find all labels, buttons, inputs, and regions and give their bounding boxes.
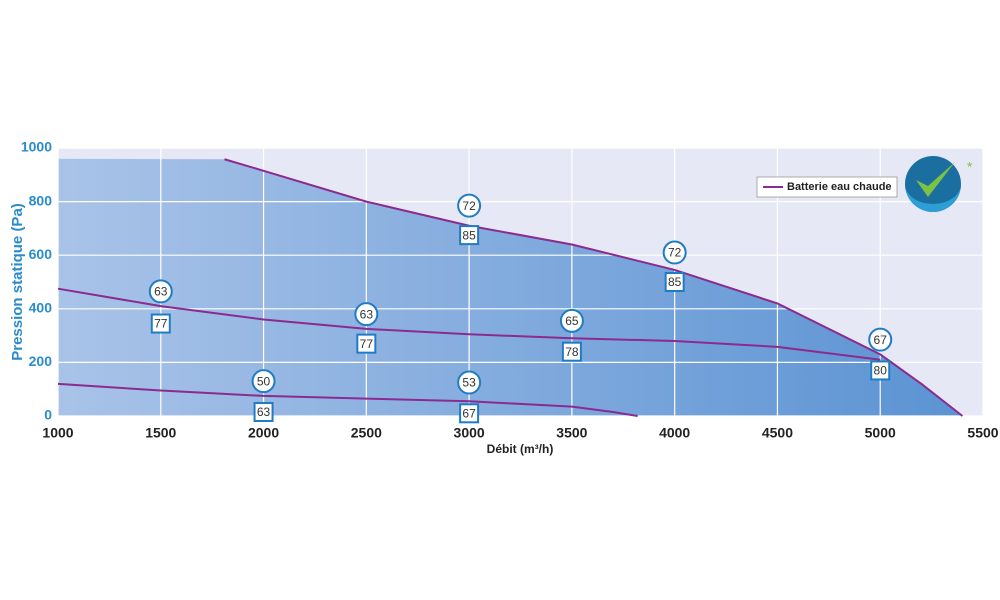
marker-circle [662,240,687,265]
legend-label: Batterie eau chaude [787,181,892,193]
curve [57,287,881,361]
x-tick-label: 1000 [42,425,73,441]
legend: Batterie eau chaude [756,176,898,198]
marker-label: 67 [874,333,888,347]
marker-label: 50 [257,374,271,388]
logo-swoosh [905,184,961,212]
marker-circle [868,327,893,352]
marker-label: 72 [668,246,682,260]
marker-label: 67 [462,406,476,420]
x-tick-label: 1500 [145,425,176,441]
y-tick-label: 200 [29,353,53,369]
x-tick-label: 3500 [556,425,587,441]
marker-square [561,341,582,362]
marker-label: 63 [154,285,168,299]
x-axis-label: Débit (m³/h) [487,442,554,456]
marker-square [253,401,274,422]
x-tick-label: 4000 [659,425,690,441]
marker-label: 72 [462,199,476,213]
marker-label: 53 [462,376,476,390]
marker-label: 65 [565,314,579,328]
marker-square [870,360,891,381]
x-tick-label: 3000 [454,425,485,441]
y-tick-label: 400 [29,300,53,316]
logo: * [905,156,973,212]
x-tick-label: 4500 [762,425,793,441]
marker-square [664,272,685,292]
x-tick-label: 2500 [351,425,382,441]
curve [224,158,964,417]
marker-label: 63 [360,307,374,321]
x-tick-label: 2000 [248,425,279,441]
marker-square [356,333,377,354]
marker-circle [457,193,482,218]
operating-area [58,158,963,416]
marker-label: 78 [565,345,579,359]
y-tick-label: 600 [29,246,53,262]
marker-square [150,313,171,334]
marker-circle [354,302,379,327]
marker-circle [559,308,584,333]
legend-box [756,176,898,198]
marker-square [459,225,480,246]
x-tick-label: 5000 [865,425,896,441]
marker-square [459,403,480,424]
y-axis-label: Pression statique (Pa) [9,203,26,361]
marker-circle [251,369,276,394]
y-tick-label: 1000 [21,139,52,155]
marker-circle [148,279,173,304]
marker-label: 85 [668,275,682,289]
logo-star: * [967,159,973,175]
marker-label: 63 [257,405,271,419]
curve [57,382,638,417]
y-tick-label: 800 [29,192,53,208]
marker-label: 77 [360,337,374,351]
marker-label: 85 [462,228,476,242]
marker-label: 80 [874,364,888,378]
marker-circle [457,370,482,395]
marker-label: 77 [154,317,168,331]
x-tick-label: 5500 [967,425,998,441]
y-tick-label: 0 [44,407,52,423]
logo-check [916,162,955,197]
